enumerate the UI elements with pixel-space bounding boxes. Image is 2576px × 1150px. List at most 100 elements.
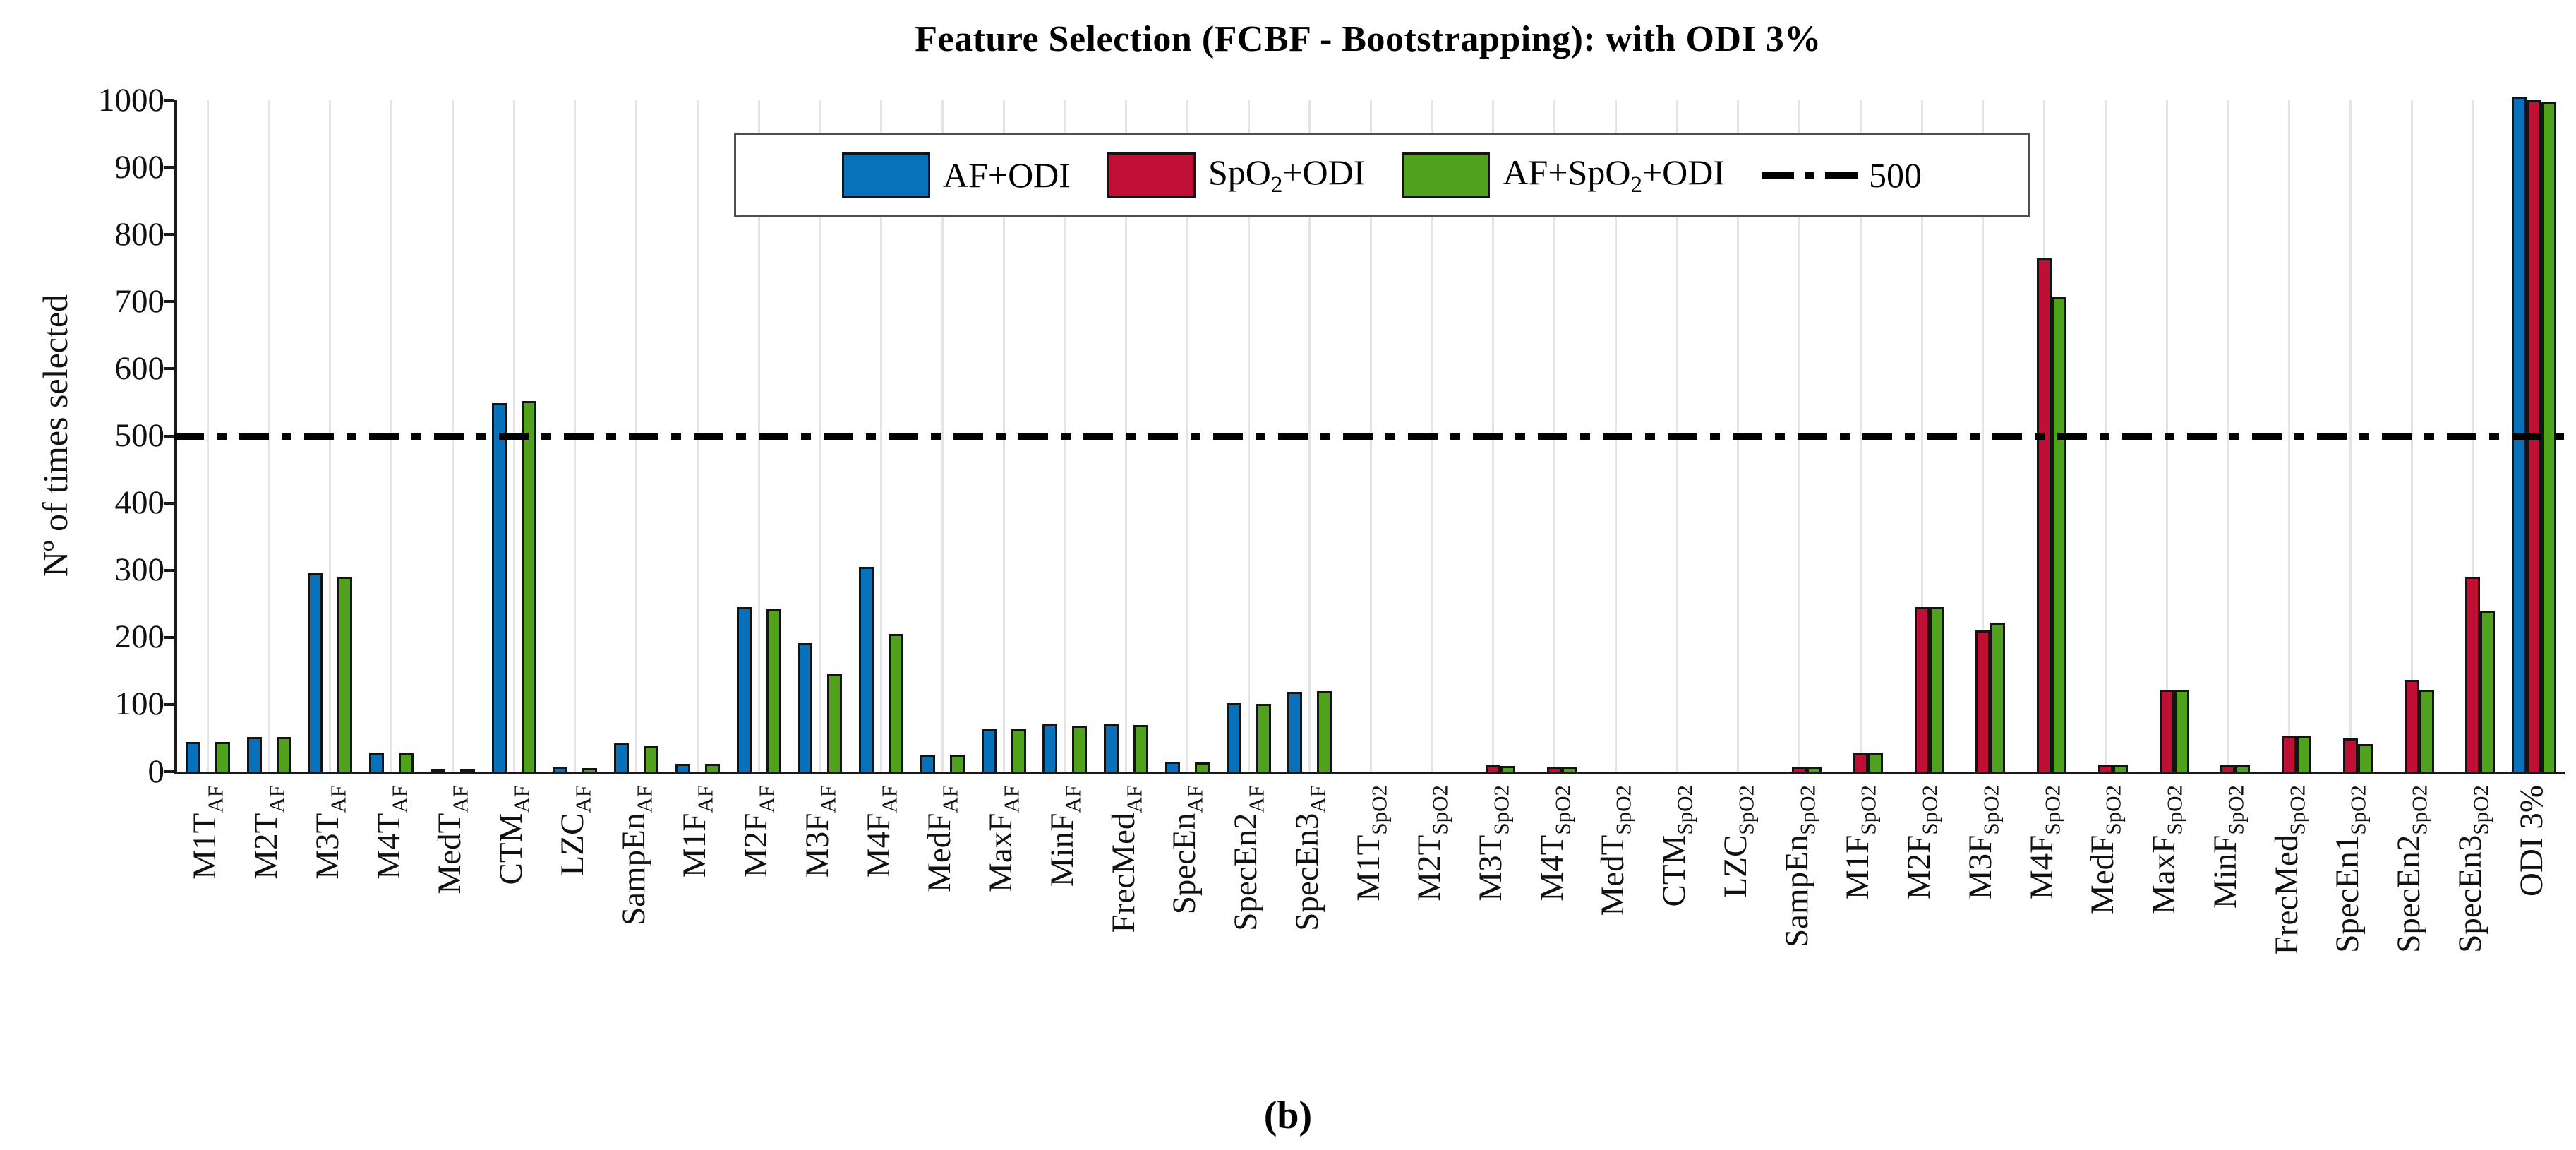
bar [369, 753, 385, 772]
legend-threshold-label: 500 [1869, 155, 1922, 195]
x-tick-label-text: SampEnAF [615, 785, 656, 926]
bar [644, 745, 659, 772]
x-tick-label-text: MedFSpO2 [2084, 785, 2126, 914]
legend-label: SpO2+ODI [1208, 152, 1366, 198]
y-tick-label: 700 [114, 282, 165, 320]
y-tick-label: 1000 [98, 81, 164, 119]
y-tick-label: 300 [114, 551, 165, 589]
x-tick-label-text: SpecEn2AF [1227, 785, 1269, 931]
x-tick-label-text: M1FAF [676, 785, 718, 878]
bar [1226, 703, 1241, 772]
bar [1547, 767, 1563, 772]
x-tick-label-text: M3TAF [308, 785, 351, 880]
x-tick-label-text: M2FSpO2 [1901, 785, 1942, 900]
y-tick-label: 200 [114, 618, 165, 656]
bar [1104, 724, 1119, 772]
bar [1317, 690, 1332, 772]
x-tick-label-text: MinFAF [1043, 785, 1085, 887]
bar [582, 768, 598, 772]
bar [2159, 689, 2174, 772]
bar [2404, 679, 2419, 772]
bar [246, 736, 262, 772]
x-tick-label-text: MaxFAF [982, 785, 1024, 892]
y-tick-mark [164, 99, 174, 102]
x-tick-label-text: M1TAF [186, 785, 228, 880]
x-tick-label-text: MaxFSpO2 [2145, 785, 2187, 914]
x-tick-label-text: M3TSpO2 [1471, 785, 1514, 902]
x-tick-label-text: CTMAF [493, 785, 534, 885]
legend-label: AF+ODI [942, 155, 1071, 195]
x-tick-label-text: M4TAF [370, 785, 411, 880]
bar [2112, 764, 2128, 772]
bar [1011, 729, 1026, 772]
dash-dot-line-icon [1762, 171, 1858, 179]
y-tick-mark [164, 434, 174, 438]
bar [827, 674, 843, 772]
bar [1287, 691, 1303, 772]
y-tick-label: 800 [114, 215, 165, 253]
bar [1990, 622, 2006, 772]
legend-label: AF+SpO2+ODI [1503, 152, 1726, 198]
bar [2342, 738, 2358, 772]
y-tick-label: 900 [114, 148, 165, 186]
bar [2297, 735, 2312, 772]
x-tick-label-text: M4FSpO2 [2023, 785, 2065, 900]
bar [1194, 762, 1210, 772]
bar [1867, 753, 1883, 772]
bar [1562, 767, 1577, 772]
bar [1133, 725, 1149, 772]
bar [2282, 735, 2297, 772]
x-tick-label-text: M3FSpO2 [1961, 785, 2004, 900]
bar [2174, 689, 2189, 772]
x-tick-label-text: FrecMedSpO2 [2268, 785, 2310, 955]
bar [859, 566, 874, 772]
bar [2052, 297, 2067, 772]
x-tick-label-text: SampEnSpO2 [1778, 785, 1820, 947]
bar [1914, 607, 1930, 772]
bar [1929, 607, 1944, 772]
bar [1486, 765, 1501, 772]
y-tick-mark [164, 702, 174, 706]
legend-swatch [1107, 152, 1196, 198]
bar [185, 742, 200, 772]
bar [276, 736, 291, 772]
x-tick-label-text: M2TSpO2 [1411, 785, 1452, 902]
bar [2480, 610, 2496, 772]
legend-swatch [841, 152, 930, 198]
x-tick-label-text: M4FAF [860, 785, 901, 878]
x-tick-label-text: SpecEn1SpO2 [2329, 785, 2371, 953]
bar [1853, 753, 1868, 772]
y-tick-mark [164, 635, 174, 639]
x-tick-label-text: ODI 3% [2512, 785, 2550, 897]
bar [1256, 703, 1271, 772]
legend-item-threshold: 500 [1762, 155, 1922, 196]
y-tick-mark [164, 233, 174, 236]
x-tick-label-text: M3FAF [798, 785, 841, 878]
x-tick-label-text: M2FAF [738, 785, 779, 878]
plot-area [174, 97, 2572, 774]
legend-swatch [1402, 152, 1491, 198]
bar [1792, 767, 1807, 772]
bar [704, 763, 720, 772]
y-tick-mark [164, 501, 174, 505]
bar [2220, 765, 2236, 772]
bar [1164, 761, 1180, 772]
bar [459, 769, 475, 772]
bar [798, 643, 813, 772]
x-tick-label-text: MedTSpO2 [1594, 785, 1636, 916]
y-tick-label: 400 [114, 484, 165, 522]
x-tick-label-text: M2TAF [248, 785, 289, 880]
legend-item: AF+ODI [841, 152, 1071, 198]
y-tick-label: 0 [148, 753, 165, 790]
bar [337, 577, 353, 772]
x-tick-label-text: LZCAF [553, 785, 596, 876]
bar [1807, 767, 1822, 772]
x-tick-label-text: CTMSpO2 [1656, 785, 1697, 907]
y-tick-mark [164, 166, 174, 169]
x-tick-label-text: SpecEnAF [1166, 785, 1208, 915]
bar [981, 729, 997, 772]
threshold-500-line [174, 432, 2572, 440]
y-tick-mark [164, 300, 174, 304]
bar [949, 755, 965, 772]
